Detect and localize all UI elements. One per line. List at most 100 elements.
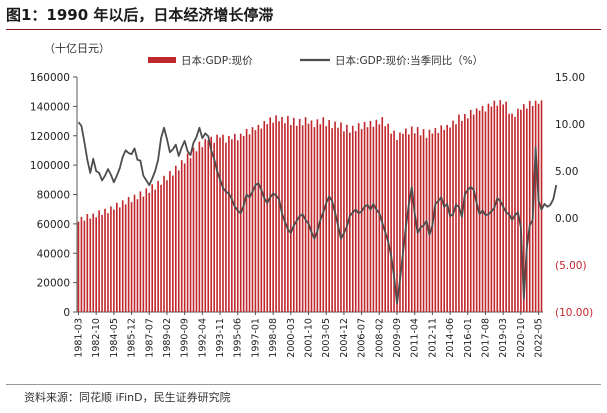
- gdp-bar: [419, 135, 422, 312]
- gdp-bar: [490, 106, 493, 312]
- left-axis-tick-label: 60000: [37, 219, 70, 231]
- gdp-bar: [110, 206, 112, 312]
- gdp-bar: [177, 170, 180, 312]
- gdp-bar: [142, 196, 145, 312]
- gdp-bar: [225, 142, 227, 312]
- gdp-bar: [334, 121, 336, 313]
- gdp-bar: [204, 139, 207, 312]
- gdp-bar: [511, 113, 513, 313]
- gdp-bar: [407, 134, 410, 312]
- legend: 日本:GDP:现价 日本:GDP:现价:当季同比（%）: [148, 54, 483, 67]
- gdp-bar: [446, 124, 448, 312]
- gdp-bar: [534, 100, 537, 312]
- bars-layer: [77, 100, 543, 313]
- gdp-bar: [207, 140, 210, 312]
- gdp-bar: [136, 199, 139, 312]
- x-axis-tick-label: 2016-01: [463, 318, 474, 358]
- line-layer: [77, 121, 558, 305]
- gdp-bar: [484, 111, 487, 312]
- left-axis-tick-label: 120000: [30, 131, 70, 143]
- gdp-bar: [325, 126, 328, 312]
- axes-layer: 0 20000 40000 60000 80000 100000 120000 140000 1…: [30, 72, 593, 358]
- gdp-bar: [537, 103, 540, 312]
- gdp-bar: [452, 120, 454, 312]
- gdp-bar: [216, 134, 218, 312]
- gdp-bar: [499, 100, 502, 312]
- gdp-bar: [466, 118, 469, 312]
- gdp-bar: [472, 114, 475, 312]
- gdp-bar: [248, 134, 251, 312]
- x-axis-tick-label: 2008-02: [374, 318, 385, 358]
- legend-label-gdp: 日本:GDP:现价: [181, 54, 253, 67]
- left-axis-tick-label: 140000: [30, 101, 70, 113]
- gdp-bar: [251, 127, 254, 312]
- gdp-bar: [528, 100, 531, 312]
- gdp-bar: [213, 142, 215, 312]
- gdp-bar: [118, 207, 121, 312]
- gdp-bar: [290, 125, 292, 312]
- gdp-bar: [107, 213, 109, 312]
- gdp-bar: [89, 218, 92, 312]
- gdp-bar: [233, 133, 236, 312]
- gdp-bar: [189, 158, 192, 312]
- x-axis-tick-label: 1987-07: [144, 318, 155, 358]
- gdp-bar: [95, 217, 97, 312]
- gdp-bar: [269, 117, 271, 312]
- gdp-bar: [292, 117, 295, 312]
- gdp-bar: [266, 124, 269, 312]
- gdp-bar: [145, 188, 148, 312]
- gdp-bar: [92, 213, 95, 312]
- gdp-bar: [163, 175, 165, 312]
- gdp-bar: [508, 113, 510, 312]
- gdp-bar: [275, 115, 277, 312]
- gdp-bar: [443, 129, 446, 312]
- gdp-bar: [340, 122, 342, 313]
- gdp-chart: 0 20000 40000 60000 80000 100000 120000 140000 1…: [30, 54, 593, 358]
- gdp-bar: [434, 128, 437, 312]
- gdp-bar: [331, 128, 333, 312]
- gdp-bar: [98, 210, 100, 312]
- gdp-bar: [195, 151, 198, 312]
- gdp-bar: [151, 184, 154, 312]
- left-axis-tick-label: 160000: [30, 72, 70, 84]
- gdp-bar: [349, 132, 351, 312]
- x-axis-tick-label: 2003-05: [321, 318, 332, 358]
- gdp-bar: [440, 125, 443, 313]
- gdp-bar: [399, 132, 401, 312]
- gdp-bar: [127, 196, 130, 312]
- gdp-bar: [520, 109, 522, 312]
- gdp-bar: [422, 129, 425, 312]
- gdp-bar: [198, 141, 201, 312]
- x-axis-tick-label: 2019-03: [498, 318, 509, 358]
- gdp-bar: [210, 136, 213, 312]
- gdp-bar: [496, 105, 499, 312]
- left-axis-tick-label: 20000: [37, 278, 70, 290]
- legend-label-yoy: 日本:GDP:现价:当季同比（%）: [335, 54, 483, 67]
- gdp-bar: [278, 121, 280, 312]
- gdp-bar: [263, 121, 266, 312]
- figure-title: 图1：1990 年以后，日本经济增长停滞: [6, 6, 274, 24]
- gdp-bar: [416, 127, 419, 312]
- x-axis-tick-label: 2001-10: [304, 318, 315, 358]
- gdp-bar: [260, 128, 263, 312]
- gdp-bar: [378, 124, 381, 312]
- gdp-bar: [540, 100, 543, 313]
- right-axis-tick-label: (5.00): [555, 260, 587, 272]
- gdp-bar: [357, 123, 360, 313]
- gdp-bar: [381, 117, 384, 312]
- gdp-bar: [160, 184, 162, 312]
- gdp-bar: [157, 180, 159, 312]
- gdp-bar: [328, 120, 330, 312]
- gdp-bar: [354, 131, 357, 312]
- x-axis-tick-label: 1989-02: [162, 318, 173, 358]
- gdp-bar: [130, 202, 133, 312]
- gdp-bar: [77, 221, 80, 312]
- yoy-line: [77, 121, 558, 305]
- x-axis-tick-label: 1985-12: [127, 318, 138, 358]
- x-axis-tick-label: 1990-09: [180, 318, 191, 358]
- gdp-bar: [310, 120, 313, 312]
- gdp-bar: [133, 194, 136, 312]
- x-axis-tick-label: 2017-08: [480, 318, 491, 358]
- gdp-bar: [192, 147, 195, 312]
- gdp-bar: [284, 123, 286, 312]
